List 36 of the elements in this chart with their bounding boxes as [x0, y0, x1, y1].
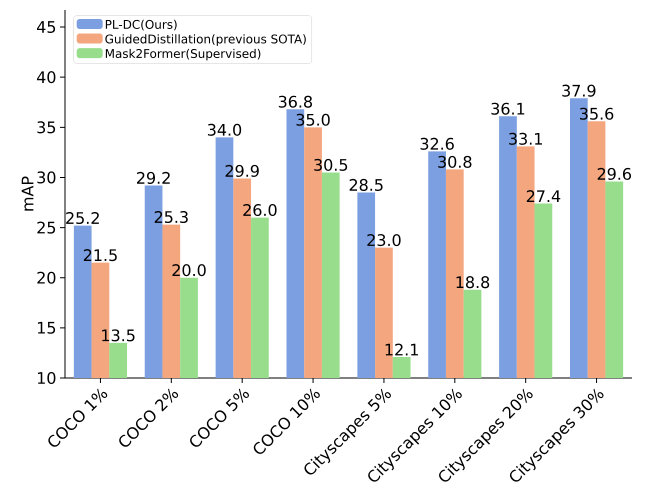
data-label: 21.5 — [84, 249, 117, 262]
y-tick-label: 10 — [38, 372, 56, 384]
data-label: 35.6 — [580, 108, 614, 120]
data-label: 34.0 — [208, 124, 242, 136]
y-tick-label: 45 — [36, 21, 56, 33]
data-label: 27.4 — [526, 190, 560, 202]
data-label: 30.5 — [314, 158, 348, 171]
data-label: 12.1 — [386, 344, 418, 356]
data-label: 36.8 — [278, 96, 312, 108]
y-axis-title: mAP — [22, 176, 34, 211]
y-tick-label: 35 — [37, 121, 56, 134]
data-label: 25.2 — [66, 212, 99, 224]
data-label: 32.6 — [420, 138, 454, 150]
data-label: 37.9 — [562, 84, 596, 97]
data-label: 23.0 — [367, 234, 401, 246]
data-label: 35.0 — [296, 114, 330, 126]
data-label: 25.3 — [154, 211, 188, 224]
data-label: 28.5 — [350, 178, 383, 191]
data-label: 36.1 — [491, 102, 524, 115]
data-label: 26.0 — [243, 204, 277, 216]
legend-label: GuidedDistillation(previous SOTA) — [105, 34, 306, 46]
data-label: 18.8 — [456, 276, 490, 288]
data-label: 20.0 — [172, 264, 206, 276]
data-label: 30.8 — [438, 156, 472, 168]
data-label: 29.9 — [226, 164, 259, 177]
data-label: 29.6 — [598, 168, 632, 180]
legend-label: Mask2Former(Supervised) — [106, 48, 260, 60]
y-tick-label: 25 — [37, 222, 56, 234]
y-tick-label: 40 — [36, 71, 56, 84]
y-tick-label: 20 — [37, 272, 56, 284]
y-tick-label: 15 — [38, 322, 56, 334]
legend-label: PL-DC(Ours) — [106, 20, 177, 30]
data-label: 29.2 — [137, 172, 170, 184]
data-label: 13.5 — [102, 329, 135, 342]
y-tick-label: 30 — [37, 171, 56, 184]
data-label: 33.1 — [509, 132, 542, 145]
